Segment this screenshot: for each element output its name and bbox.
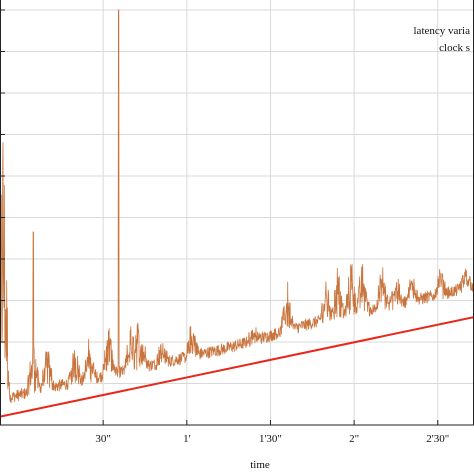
legend-entry-0: latency varia <box>414 25 471 37</box>
grid <box>0 0 474 426</box>
series-group <box>0 9 474 418</box>
series-line-latency <box>0 9 474 404</box>
axes <box>0 0 474 426</box>
legend: latency varia clock s <box>414 25 471 54</box>
tick-labels: 30" 1' 1'30" 2" 2'30" <box>95 433 449 445</box>
x-tick-label-0: 30" <box>95 433 111 445</box>
x-tick-label-3: 2" <box>349 433 359 445</box>
series-line-clock <box>0 316 474 418</box>
x-tick-label-2: 1'30" <box>259 433 282 445</box>
x-axis-title: time <box>250 459 270 471</box>
x-tick-label-1: 1' <box>183 433 191 445</box>
legend-entry-1: clock s <box>439 42 470 54</box>
x-tick-label-4: 2'30" <box>426 433 449 445</box>
